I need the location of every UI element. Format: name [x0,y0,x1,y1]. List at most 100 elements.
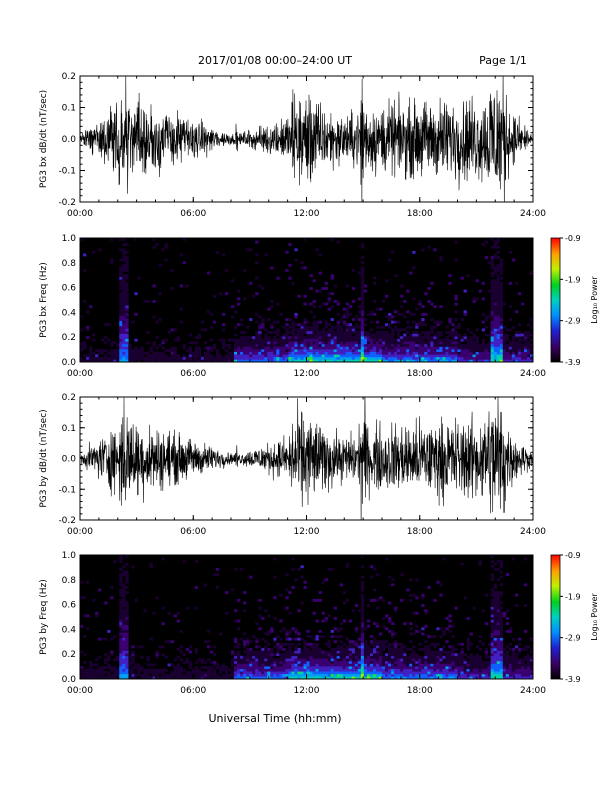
spectrogram-cell [342,336,347,340]
spectrogram-cell [520,676,525,680]
spectrogram-cell [463,658,467,662]
spectrogram-cell [270,351,274,355]
spectrogram-cell [508,250,513,254]
spectrogram-cell [297,331,301,334]
spectrogram-cell [342,354,347,358]
spectrogram-cell [209,359,214,363]
spectrogram-cell [526,666,531,669]
spectrogram-cell [457,653,461,657]
spectrogram-cell [339,653,344,657]
spectrogram-cell [104,341,108,345]
spectrogram-cell [457,354,461,358]
spectrogram-cell [388,655,392,659]
spectrogram-cell [412,266,416,270]
spectrogram-cell [499,258,504,262]
spectrogram-cell [409,349,413,352]
spectrogram-cell [499,323,504,327]
spectrogram-cell [511,660,516,664]
spectrogram-cell [306,660,310,664]
spectrogram-cell [466,349,470,352]
spectrogram-cell [227,351,232,355]
spectrogram-cell [409,676,413,680]
spectrogram-cell [394,650,398,654]
spectrogram-cell [306,658,310,662]
spectrogram-cell [448,671,452,675]
spectrogram-cell [285,629,289,633]
spectrogram-cell [321,328,325,332]
spectrogram-cell [421,305,425,309]
spectrogram-cell [119,351,123,355]
spectrogram-cell [249,666,253,669]
spectrogram-cell [460,318,464,321]
spectrogram-cell [227,346,232,350]
spectrogram-cell [478,660,482,664]
spectrogram-cell [487,351,492,355]
spectrogram-cell [297,333,301,337]
spectrogram-cell [104,356,108,360]
spectrogram-cell [125,655,129,659]
spectrogram-cell [333,658,337,662]
spectrogram-cell [499,648,504,651]
spectrogram-cell [188,359,193,363]
spectrogram-cell [270,325,274,329]
spectrogram-cell [312,653,316,657]
spectrogram-cell [122,320,126,324]
spectrogram-cell [146,300,150,303]
spectrogram-cell [240,349,244,352]
spectrogram-cell [152,611,156,615]
spectrogram-cell [300,663,304,667]
spectrogram-cell [107,671,111,675]
spectrogram-cell [300,671,304,675]
spectrogram-cell [113,359,117,363]
spectrogram-cell [318,338,322,342]
spectrogram-cell [394,671,398,675]
spectrogram-cell [424,624,428,628]
spectrogram-cell [303,666,307,669]
spectrogram-cell [258,658,262,662]
spectrogram-cell [122,289,126,293]
spectrogram-cell [445,668,449,672]
spectrogram-cell [372,673,377,677]
spectrogram-cell [218,338,223,342]
spectrogram-cell [258,349,262,352]
spectrogram-cell [122,601,126,605]
spectrogram-cell [134,338,138,342]
spectrogram-cell [273,359,277,363]
spectrogram-cell [321,302,325,306]
spectrogram-cell [360,284,365,288]
spectrogram-cell [382,336,386,340]
spectrogram-cell [415,331,419,334]
spectrogram-cell [252,346,256,350]
spectrogram-cell [188,676,193,680]
spectrogram-cell [499,593,504,597]
spectrogram-cell [336,671,341,675]
spectrogram-cell [282,359,286,363]
spectrogram-cell [502,343,507,347]
spectrogram-cell [206,271,211,275]
spectrogram-cell [240,336,244,340]
spectrogram-cell [330,351,334,355]
spectrogram-cell [511,668,516,672]
spectrogram-cell [342,591,347,595]
spectrogram-cell [475,666,479,669]
spectrogram-cell [490,578,495,582]
spectrogram-cell [264,668,268,672]
spectrogram-cell [95,356,99,360]
spectrogram-cell [297,328,301,332]
spectrogram-cell [445,356,449,360]
spectrogram-cell [478,658,482,662]
spectrogram-cell [306,668,310,672]
spectrogram-cell [372,336,377,340]
spectrogram-cell [291,673,295,677]
spectrogram-cell [140,673,144,677]
spectrogram-cell [457,655,461,659]
spectrogram-cell [270,266,274,270]
spectrogram-cell [511,346,516,350]
spectrogram-cell [249,640,253,644]
spectrogram-cell [206,668,211,672]
spectrogram-cell [249,648,253,651]
spectrogram-cell [161,248,165,252]
spectrogram-cell [499,333,504,337]
spectrogram-cell [234,609,238,613]
spectrogram-cell [378,596,383,600]
